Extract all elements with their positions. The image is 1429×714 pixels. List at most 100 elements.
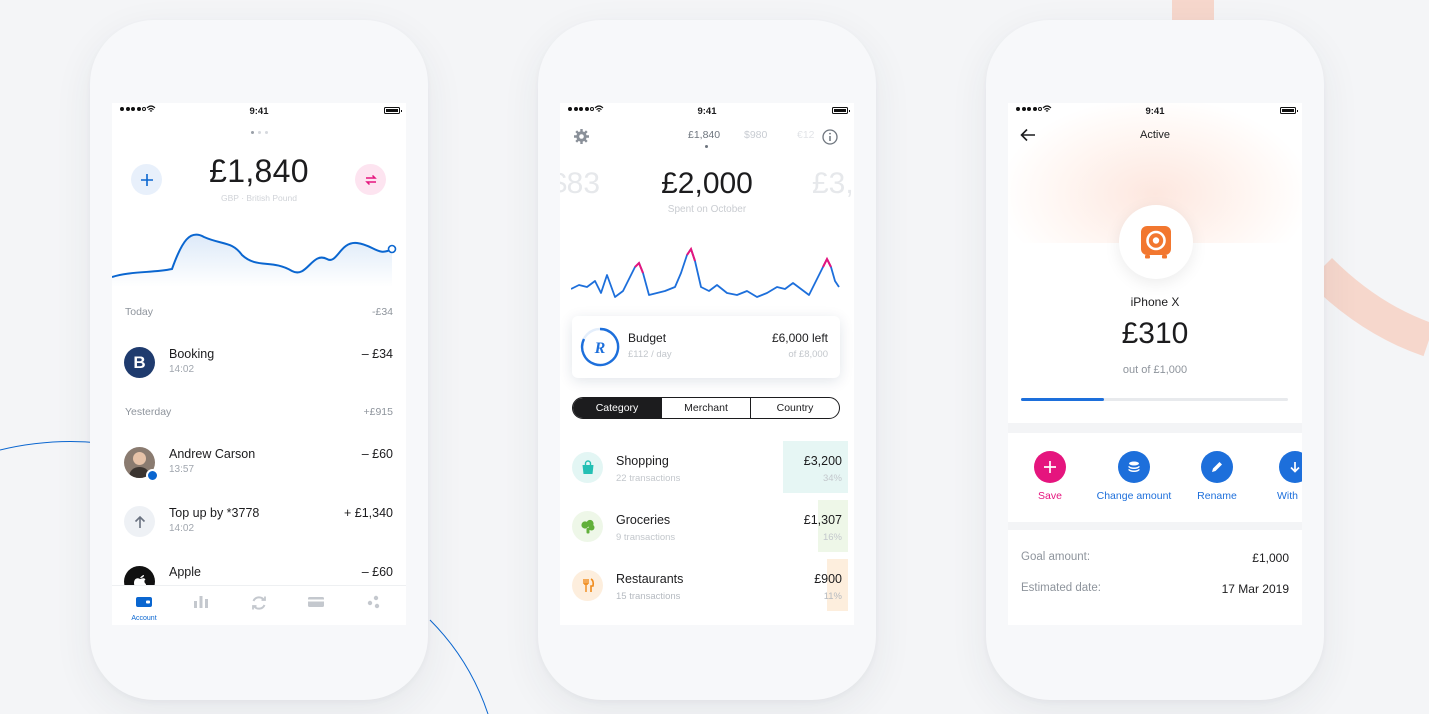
budget-card[interactable]: R Budget £112 / day £6,000 left of £8,00… bbox=[572, 316, 840, 378]
account-screen: 9:41 £1,840 GBP · British Pound Today - bbox=[112, 103, 406, 625]
segment-category[interactable]: Category bbox=[573, 398, 661, 418]
tab-account[interactable]: Account bbox=[124, 595, 164, 622]
category-row-shopping[interactable]: Shopping 22 transactions £3,200 34% bbox=[560, 440, 854, 494]
tab-transfers[interactable] bbox=[239, 595, 279, 616]
status-bar: 9:41 bbox=[560, 103, 854, 119]
info-icon[interactable] bbox=[822, 129, 838, 145]
battery-icon bbox=[384, 107, 402, 114]
status-time: 9:41 bbox=[249, 106, 269, 117]
goal-saved-amount: £310 bbox=[1121, 317, 1189, 350]
transaction-row[interactable]: B Booking 14:02 – £34 bbox=[112, 340, 406, 380]
status-time: 9:41 bbox=[697, 106, 717, 117]
category-sub: 15 transactions bbox=[616, 591, 681, 602]
cutlery-icon bbox=[572, 570, 603, 601]
pencil-icon bbox=[1201, 451, 1233, 483]
budget-title: Budget bbox=[628, 331, 667, 345]
transaction-row[interactable]: Andrew Carson 13:57 – £60 bbox=[112, 440, 406, 482]
exchange-button[interactable] bbox=[355, 164, 386, 195]
transaction-name: Andrew Carson bbox=[169, 447, 256, 461]
goal-icon-badge bbox=[1119, 205, 1193, 279]
goal-progress-track bbox=[1021, 398, 1288, 401]
wifi-icon bbox=[1042, 105, 1052, 112]
account-tab-eur[interactable]: €12 bbox=[797, 129, 815, 141]
tab-account-label: Account bbox=[131, 615, 157, 622]
signal-icon bbox=[120, 107, 146, 111]
refresh-icon bbox=[252, 596, 266, 610]
signal-icon bbox=[1016, 107, 1042, 111]
segment-merchant[interactable]: Merchant bbox=[661, 398, 750, 418]
transaction-time: 14:02 bbox=[169, 364, 195, 375]
estimated-date-value: 17 Mar 2019 bbox=[1221, 582, 1289, 596]
divider bbox=[1008, 522, 1302, 530]
balance-chart bbox=[112, 233, 397, 287]
safe-icon bbox=[1141, 226, 1171, 259]
wifi-icon bbox=[146, 105, 156, 112]
goal-name: iPhone X bbox=[1130, 295, 1180, 309]
section-yesterday-label: Yesterday bbox=[125, 406, 172, 418]
transaction-time: 13:57 bbox=[169, 464, 195, 475]
page-indicator bbox=[112, 131, 406, 134]
plus-icon bbox=[140, 173, 153, 186]
goal-target-label: out of £1,000 bbox=[1122, 364, 1188, 376]
battery-icon bbox=[1280, 107, 1298, 114]
tab-analytics[interactable] bbox=[181, 595, 221, 613]
transaction-amount: + £1,340 bbox=[343, 506, 393, 520]
save-button[interactable]: Save bbox=[1008, 451, 1095, 502]
tab-bar: Account bbox=[112, 585, 406, 625]
page-title: Active bbox=[1140, 129, 1170, 141]
withdraw-button[interactable]: With bbox=[1263, 451, 1302, 502]
transaction-name: Apple bbox=[169, 565, 201, 579]
category-percent: 11% bbox=[823, 591, 842, 602]
spent-value: £2,000 bbox=[661, 167, 753, 200]
category-percent: 34% bbox=[822, 473, 842, 484]
change-amount-label: Change amount bbox=[1096, 490, 1172, 502]
wallet-icon bbox=[136, 597, 152, 607]
currency-label: GBP · British Pound bbox=[221, 193, 297, 203]
category-row-groceries[interactable]: Groceries 9 transactions £1,307 16% bbox=[560, 499, 854, 553]
category-sub: 9 transactions bbox=[616, 532, 676, 543]
transaction-amount: – £60 bbox=[361, 565, 393, 579]
chart-marker[interactable] bbox=[387, 244, 397, 254]
category-amount: £3,200 bbox=[803, 454, 842, 468]
goal-screen: 9:41 Active iPhone X £310 out of £1,000 bbox=[1008, 103, 1302, 625]
divider bbox=[1008, 423, 1302, 433]
segment-country[interactable]: Country bbox=[750, 398, 839, 418]
section-today-label: Today bbox=[125, 306, 154, 318]
card-icon bbox=[308, 597, 324, 607]
category-name: Groceries bbox=[616, 513, 671, 527]
goal-amount-value: £1,000 bbox=[1252, 551, 1289, 565]
account-tab-gbp[interactable]: £1,840 bbox=[688, 129, 721, 141]
spending-chart bbox=[571, 246, 840, 298]
segment-control: Category Merchant Country bbox=[572, 397, 840, 419]
goal-amount-label: Goal amount: bbox=[1021, 551, 1091, 563]
category-name: Shopping bbox=[616, 454, 669, 468]
estimated-date-label: Estimated date: bbox=[1021, 582, 1101, 594]
account-tab-usd[interactable]: $980 bbox=[744, 129, 768, 141]
back-arrow-icon[interactable] bbox=[1020, 128, 1036, 142]
signal-icon bbox=[568, 107, 594, 111]
change-amount-button[interactable]: Change amount bbox=[1089, 451, 1179, 502]
tab-cards[interactable] bbox=[296, 595, 336, 613]
status-bar: 9:41 bbox=[1008, 103, 1302, 119]
battery-icon bbox=[832, 107, 850, 114]
booking-logo-icon: B bbox=[124, 347, 155, 378]
transaction-amount: – £34 bbox=[361, 347, 393, 361]
spent-label: Spent on October bbox=[667, 204, 747, 215]
svg-text:R: R bbox=[594, 340, 606, 357]
section-today-total: -£34 bbox=[371, 306, 393, 318]
tab-more[interactable] bbox=[354, 595, 394, 614]
add-money-button[interactable] bbox=[131, 164, 162, 195]
rename-button[interactable]: Rename bbox=[1172, 451, 1262, 502]
category-row-restaurants[interactable]: Restaurants 15 transactions £900 11% bbox=[560, 558, 854, 612]
transaction-row[interactable]: Top up by *3778 14:02 + £1,340 bbox=[112, 499, 406, 539]
category-share-bar bbox=[818, 500, 848, 552]
transfer-badge-icon bbox=[146, 469, 159, 482]
rename-label: Rename bbox=[1197, 490, 1237, 502]
goal-progress-fill bbox=[1021, 398, 1104, 401]
category-share-bar bbox=[783, 441, 848, 493]
settings-gear-icon[interactable] bbox=[573, 128, 590, 145]
arrow-up-icon bbox=[124, 506, 155, 537]
phone-analytics: 9:41 £1,840 $980 €12 $83 £2,000 Spent on… bbox=[538, 20, 876, 700]
withdraw-icon bbox=[1279, 451, 1302, 483]
status-bar: 9:41 bbox=[112, 103, 406, 119]
